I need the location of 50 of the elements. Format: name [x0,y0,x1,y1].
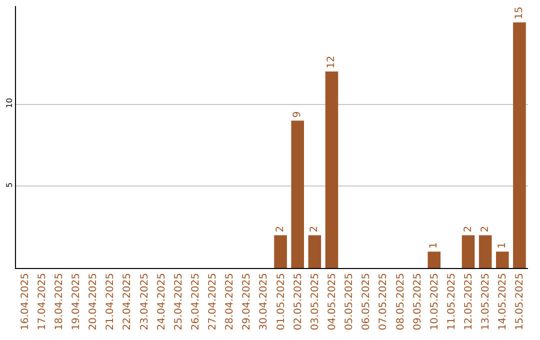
data-label: 2 [480,226,491,232]
y-tick-label: 5 [4,182,14,188]
x-tick-label: 15.05.2025 [514,273,526,330]
x-tick-label: 24.04.2025 [156,273,168,330]
x-tick-label: 10.05.2025 [429,273,440,330]
x-tick-label: 26.04.2025 [190,273,202,330]
data-label: 9 [292,111,304,118]
x-tick-label: 29.04.2025 [242,273,253,330]
x-tick-label: 07.05.2025 [378,273,390,330]
bar [308,235,322,268]
x-tick-label: 28.04.2025 [224,273,236,330]
x-tick-label: 03.05.2025 [310,273,321,330]
x-tick-label: 05.05.2025 [344,273,356,330]
x-tick-label: 11.05.2025 [446,273,458,330]
data-label: 2 [275,226,286,232]
x-tick-label: 14.05.2025 [498,273,509,330]
data-label: 1 [496,242,508,249]
x-tick-label: 01.05.2025 [276,273,287,330]
bar [478,235,492,268]
x-tick-label: 12.05.2025 [464,273,475,330]
bar [274,235,287,268]
bar [513,22,526,268]
y-tick-label: 10 [4,98,14,108]
bar [496,252,509,268]
x-tick-label: 20.04.2025 [88,273,100,330]
x-tick-label: 23.04.2025 [139,273,150,330]
x-tick-label: 17.04.2025 [36,273,48,330]
x-tick-label: 09.05.2025 [412,273,424,330]
x-tick-label: 30.04.2025 [258,273,270,330]
x-tick-label: 13.05.2025 [480,273,492,330]
data-label: 1 [428,242,440,249]
bar [291,120,304,268]
x-tick-label: 04.05.2025 [326,273,338,330]
x-tick-label: 19.04.2025 [70,273,82,330]
x-tick-label: 08.05.2025 [395,273,406,330]
x-tick-label: 18.04.2025 [54,273,65,330]
data-label: 2 [462,226,474,232]
bar [428,252,441,268]
data-label: 12 [326,56,338,68]
x-tick-label: 06.05.2025 [361,273,372,330]
x-tick-label: 21.04.2025 [105,273,116,330]
data-label: 2 [309,226,320,232]
x-tick-label: 25.04.2025 [173,273,184,330]
x-tick-label: 27.04.2025 [208,273,219,330]
x-tick-label: 22.04.2025 [122,273,134,330]
x-tick-label: 02.05.2025 [292,273,304,330]
x-tick-label: 16.04.2025 [20,273,31,330]
bar [325,72,338,268]
data-label: 15 [514,6,525,20]
bar [462,235,475,268]
